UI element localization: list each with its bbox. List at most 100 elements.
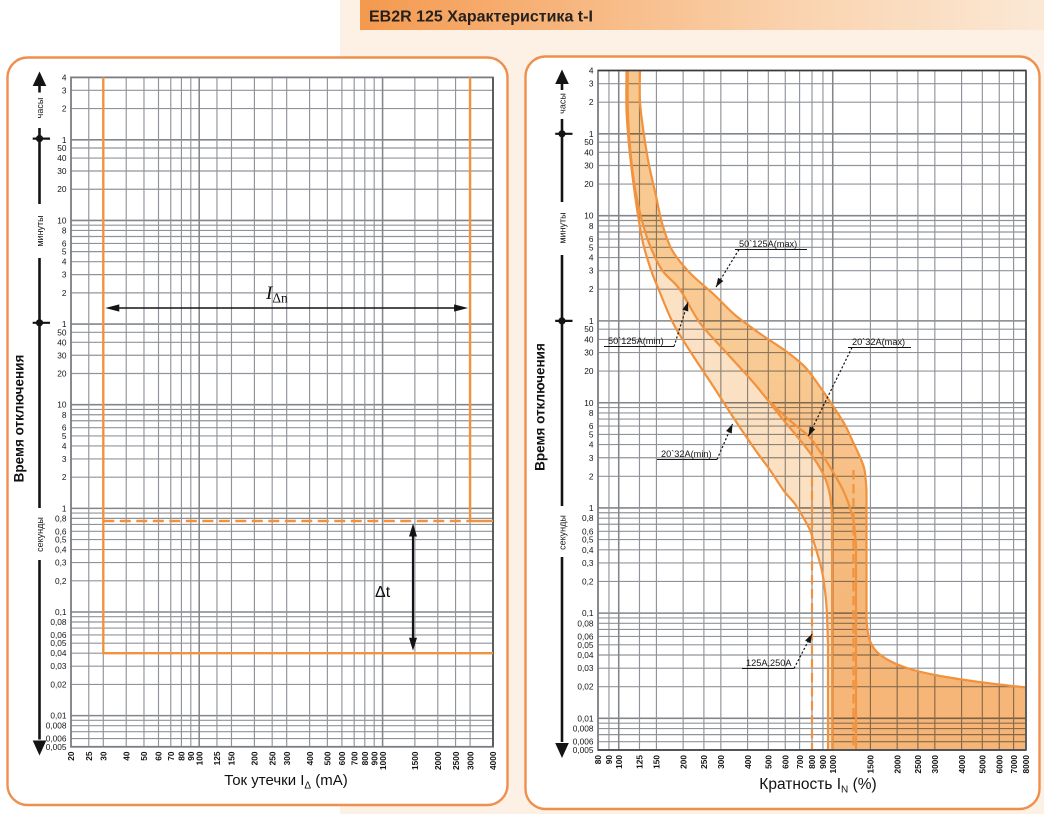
svg-text:4: 4: [62, 72, 67, 82]
svg-text:0,03: 0,03: [577, 663, 594, 673]
svg-text:300: 300: [716, 755, 726, 769]
svg-text:3000: 3000: [930, 755, 940, 774]
svg-text:600: 600: [780, 755, 790, 769]
svg-text:400: 400: [305, 751, 315, 765]
svg-text:0,01: 0,01: [577, 713, 594, 723]
svg-text:90: 90: [186, 751, 196, 761]
svg-text:10: 10: [57, 215, 67, 225]
svg-text:0,3: 0,3: [55, 558, 67, 568]
svg-text:1: 1: [589, 503, 594, 513]
svg-text:125A,250A: 125A,250A: [746, 658, 792, 668]
svg-text:0,5: 0,5: [55, 535, 67, 545]
svg-text:20: 20: [66, 751, 76, 761]
svg-text:0,02: 0,02: [50, 679, 67, 689]
svg-text:30: 30: [57, 166, 67, 176]
svg-text:50`125A(max): 50`125A(max): [739, 239, 797, 249]
svg-text:20`32A(min): 20`32A(min): [661, 449, 712, 459]
svg-text:7000: 7000: [1009, 755, 1019, 774]
svg-text:400: 400: [743, 755, 753, 769]
svg-text:0,1: 0,1: [582, 608, 594, 618]
svg-text:40: 40: [57, 153, 67, 163]
svg-text:0,6: 0,6: [582, 526, 594, 536]
svg-text:EB2R 125 Характеристика t-I: EB2R 125 Характеристика t-I: [369, 9, 593, 26]
svg-text:30: 30: [584, 161, 594, 171]
svg-text:0,08: 0,08: [577, 618, 594, 628]
svg-text:5: 5: [589, 429, 594, 439]
svg-text:80: 80: [177, 751, 187, 761]
svg-text:700: 700: [349, 751, 359, 765]
svg-text:100: 100: [614, 755, 624, 769]
svg-text:600: 600: [337, 751, 347, 765]
svg-text:150: 150: [227, 751, 237, 765]
svg-text:5: 5: [62, 431, 67, 441]
svg-text:60: 60: [154, 751, 164, 761]
svg-text:20: 20: [57, 184, 67, 194]
svg-text:0,005: 0,005: [46, 742, 67, 752]
svg-text:30: 30: [584, 348, 594, 358]
svg-text:2500: 2500: [451, 751, 461, 770]
svg-text:8: 8: [62, 410, 67, 420]
svg-text:1: 1: [62, 135, 67, 145]
svg-text:3: 3: [589, 266, 594, 276]
svg-text:0,3: 0,3: [582, 558, 594, 568]
svg-text:20: 20: [584, 366, 594, 376]
svg-text:8: 8: [62, 225, 67, 235]
svg-text:6: 6: [62, 423, 67, 433]
svg-text:50: 50: [57, 143, 67, 153]
svg-text:90: 90: [604, 755, 614, 765]
svg-text:часы: часы: [558, 93, 568, 114]
svg-text:4: 4: [62, 257, 67, 267]
svg-text:40: 40: [57, 337, 67, 347]
svg-text:50: 50: [584, 137, 594, 147]
svg-text:0,006: 0,006: [46, 734, 67, 744]
svg-text:0,006: 0,006: [573, 737, 594, 747]
svg-text:6000: 6000: [994, 755, 1004, 774]
svg-text:10: 10: [584, 398, 594, 408]
svg-text:1000: 1000: [828, 755, 838, 774]
svg-text:1: 1: [589, 316, 594, 326]
svg-text:0,8: 0,8: [55, 513, 67, 523]
svg-text:100: 100: [194, 751, 204, 765]
svg-text:4: 4: [589, 440, 594, 450]
svg-text:200: 200: [250, 751, 260, 765]
svg-text:минуты: минуты: [558, 212, 568, 243]
svg-text:0,04: 0,04: [50, 648, 67, 658]
svg-text:500: 500: [764, 755, 774, 769]
svg-text:50: 50: [139, 751, 149, 761]
svg-text:40: 40: [121, 751, 131, 761]
svg-text:20: 20: [57, 369, 67, 379]
svg-text:Время отключения: Время отключения: [533, 343, 548, 471]
svg-text:0,04: 0,04: [577, 650, 594, 660]
svg-text:50: 50: [57, 327, 67, 337]
svg-text:30: 30: [57, 350, 67, 360]
svg-text:2: 2: [62, 472, 67, 482]
svg-text:20: 20: [584, 179, 594, 189]
svg-text:5: 5: [589, 242, 594, 252]
svg-text:900: 900: [818, 755, 828, 769]
svg-text:70: 70: [166, 751, 176, 761]
svg-text:4000: 4000: [488, 751, 498, 770]
svg-text:Кратность IN (%): Кратность IN (%): [759, 776, 876, 796]
svg-text:0,005: 0,005: [573, 745, 594, 755]
svg-text:3000: 3000: [465, 751, 475, 770]
svg-text:125: 125: [635, 755, 645, 769]
svg-text:50`125A(min): 50`125A(min): [608, 336, 664, 346]
svg-text:минуты: минуты: [35, 215, 45, 246]
svg-text:0,4: 0,4: [55, 545, 67, 555]
svg-text:250: 250: [267, 751, 277, 765]
svg-text:часы: часы: [35, 98, 45, 119]
svg-text:2: 2: [589, 471, 594, 481]
svg-text:2000: 2000: [892, 755, 902, 774]
svg-text:0,05: 0,05: [50, 638, 67, 648]
svg-text:200: 200: [678, 755, 688, 769]
svg-text:8000: 8000: [1021, 755, 1031, 774]
svg-text:0,02: 0,02: [577, 682, 594, 692]
svg-text:3: 3: [589, 453, 594, 463]
svg-text:150: 150: [652, 755, 662, 769]
svg-text:1: 1: [589, 129, 594, 139]
svg-text:Ток утечки IΔ (mA): Ток утечки IΔ (mA): [224, 772, 348, 792]
svg-text:1: 1: [62, 503, 67, 513]
svg-text:2000: 2000: [433, 751, 443, 770]
svg-text:0,05: 0,05: [577, 640, 594, 650]
svg-text:900: 900: [369, 751, 379, 765]
